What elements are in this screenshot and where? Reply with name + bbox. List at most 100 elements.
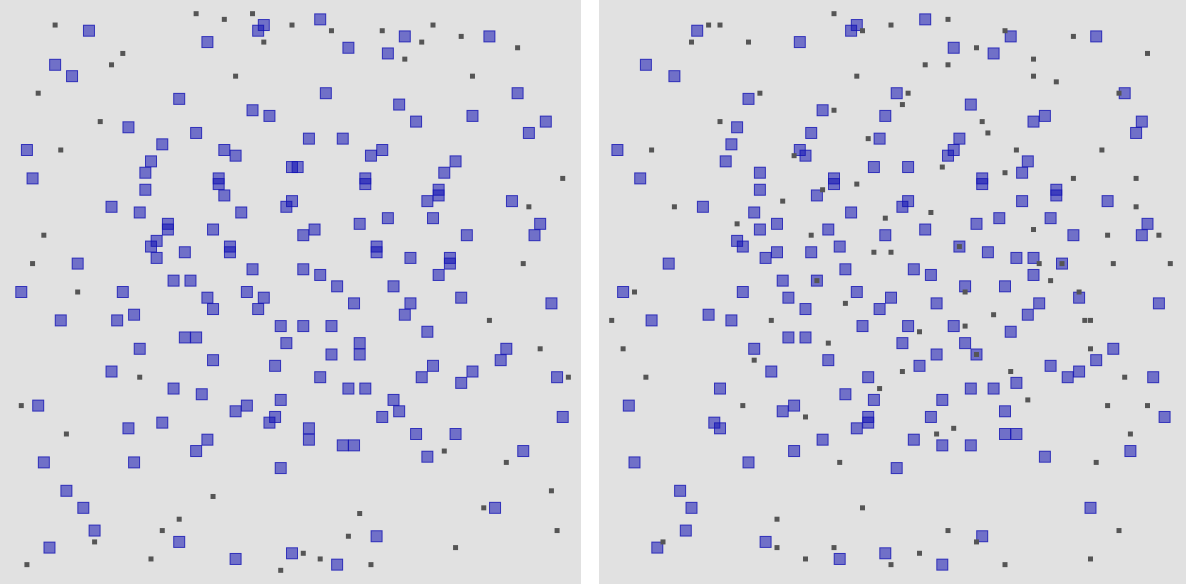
point-gray bbox=[632, 289, 637, 295]
point-gray bbox=[956, 244, 962, 250]
point-blue bbox=[201, 291, 214, 304]
point-gray bbox=[1002, 28, 1008, 34]
point-blue bbox=[460, 229, 473, 242]
point-blue bbox=[353, 348, 366, 361]
point-blue bbox=[1027, 115, 1040, 128]
point-blue bbox=[77, 501, 90, 514]
point-gray bbox=[289, 22, 295, 28]
point-blue bbox=[976, 530, 989, 543]
point-blue bbox=[771, 217, 783, 230]
point-gray bbox=[526, 204, 532, 210]
point-blue bbox=[628, 456, 641, 469]
point-blue bbox=[816, 104, 829, 117]
point-blue bbox=[359, 382, 372, 395]
point-gray bbox=[860, 505, 865, 511]
point-blue bbox=[959, 337, 972, 350]
point-gray bbox=[1116, 528, 1122, 534]
point-blue bbox=[1141, 217, 1154, 230]
point-blue bbox=[280, 200, 293, 213]
point-blue bbox=[1021, 155, 1034, 168]
point-gray bbox=[1105, 232, 1111, 238]
point-gray bbox=[92, 539, 98, 545]
point-blue bbox=[714, 382, 726, 395]
point-blue bbox=[66, 70, 79, 83]
point-gray bbox=[1070, 33, 1076, 39]
point-blue bbox=[924, 410, 937, 423]
point-blue bbox=[753, 223, 766, 236]
point-blue bbox=[207, 303, 220, 316]
point-gray bbox=[1099, 147, 1105, 153]
point-blue bbox=[173, 92, 186, 105]
point-blue bbox=[15, 286, 28, 298]
point-blue bbox=[753, 166, 766, 179]
point-gray bbox=[300, 550, 306, 556]
point-gray bbox=[486, 317, 492, 323]
point-blue bbox=[976, 172, 989, 185]
point-blue bbox=[218, 144, 231, 156]
point-blue bbox=[156, 138, 169, 151]
point-blue bbox=[297, 263, 310, 276]
point-blue bbox=[1124, 445, 1137, 458]
point-blue bbox=[376, 410, 389, 423]
point-blue bbox=[116, 286, 129, 298]
point-gray bbox=[52, 22, 58, 28]
point-blue bbox=[788, 399, 801, 412]
point-blue bbox=[879, 547, 892, 560]
point-blue bbox=[534, 217, 547, 230]
point-gray bbox=[221, 16, 227, 22]
point-blue bbox=[1044, 359, 1057, 372]
point-blue bbox=[133, 342, 146, 355]
point-gray bbox=[469, 73, 475, 79]
point-blue bbox=[145, 155, 157, 168]
point-blue bbox=[60, 484, 73, 497]
point-gray bbox=[30, 261, 36, 267]
point-blue bbox=[342, 382, 355, 395]
point-blue bbox=[302, 433, 315, 446]
point-blue bbox=[370, 530, 383, 543]
point-gray bbox=[345, 533, 351, 539]
point-gray bbox=[328, 28, 334, 34]
point-blue bbox=[907, 433, 920, 446]
point-gray bbox=[757, 90, 763, 96]
point-blue bbox=[269, 359, 282, 372]
point-blue bbox=[415, 371, 428, 384]
point-blue bbox=[432, 183, 445, 196]
point-blue bbox=[930, 348, 943, 361]
point-blue bbox=[759, 535, 772, 548]
point-gray bbox=[774, 516, 780, 522]
point-gray bbox=[803, 556, 808, 562]
point-blue bbox=[839, 388, 852, 401]
point-gray bbox=[962, 323, 968, 329]
point-blue bbox=[314, 371, 327, 384]
point-blue bbox=[1152, 297, 1165, 310]
point-blue bbox=[1135, 115, 1148, 128]
point-blue bbox=[145, 240, 157, 253]
point-gray bbox=[250, 11, 256, 17]
point-blue bbox=[71, 257, 84, 270]
point-blue bbox=[274, 320, 287, 333]
point-gray bbox=[734, 221, 740, 227]
point-blue bbox=[387, 393, 400, 406]
point-blue bbox=[286, 547, 298, 560]
point-gray bbox=[888, 22, 894, 28]
point-blue bbox=[776, 405, 789, 418]
point-blue bbox=[105, 200, 118, 213]
point-blue bbox=[679, 524, 692, 537]
point-blue bbox=[999, 280, 1011, 293]
point-blue bbox=[999, 405, 1011, 418]
point-gray bbox=[871, 249, 877, 255]
point-blue bbox=[805, 126, 818, 139]
point-blue bbox=[133, 206, 146, 219]
point-gray bbox=[746, 39, 751, 45]
point-blue bbox=[867, 161, 880, 174]
point-blue bbox=[662, 257, 675, 270]
point-blue bbox=[828, 178, 840, 191]
point-blue bbox=[1027, 268, 1040, 281]
point-blue bbox=[404, 251, 417, 264]
point-blue bbox=[229, 149, 242, 162]
point-gray bbox=[717, 22, 723, 28]
point-blue bbox=[302, 132, 315, 145]
point-gray bbox=[917, 329, 922, 335]
point-gray bbox=[934, 431, 940, 437]
